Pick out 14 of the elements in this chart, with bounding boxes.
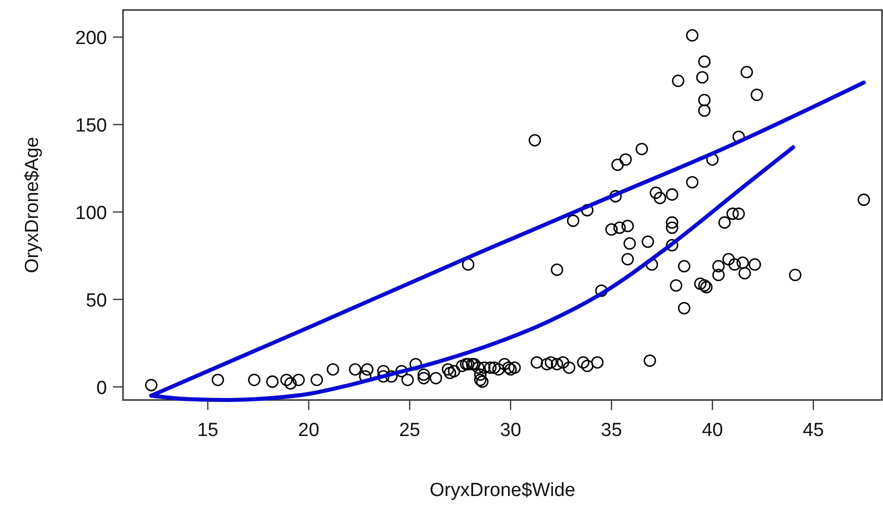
- x-tick-label: 30: [500, 420, 522, 441]
- y-axis-title: OryxDrone$Age: [22, 136, 43, 274]
- x-tick-label: 20: [298, 420, 320, 441]
- y-tick-label: 200: [75, 28, 107, 50]
- x-tick-label: 35: [600, 420, 622, 441]
- x-tick-label: 25: [399, 420, 420, 441]
- y-tick-label: 100: [75, 202, 107, 224]
- y-tick-label: 150: [75, 116, 107, 137]
- y-tick-label: 0: [96, 378, 107, 399]
- y-tick-label: 50: [86, 290, 107, 312]
- x-axis-title: OryxDrone$Wide: [430, 480, 576, 501]
- x-tick-label: 45: [802, 420, 824, 441]
- x-tick-label: 40: [702, 420, 724, 441]
- x-tick-label: 15: [197, 420, 218, 441]
